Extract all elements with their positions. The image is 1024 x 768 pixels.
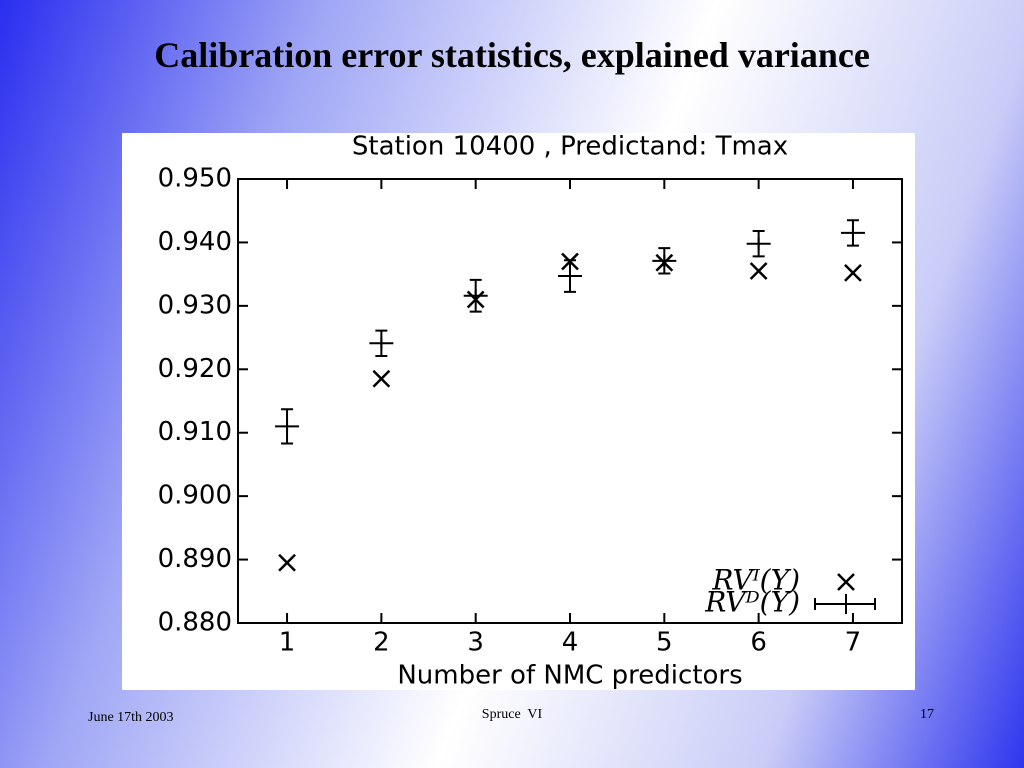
slide-title: Calibration error statistics, explained … (154, 35, 870, 75)
x-marker (749, 262, 768, 280)
plus-marker (558, 270, 582, 283)
y-tick-label: 0.900 (158, 481, 232, 511)
x-tick-label: 2 (373, 628, 390, 658)
plus-marker (463, 289, 488, 302)
x-marker (844, 263, 862, 282)
x-tick-label: 6 (750, 628, 767, 658)
y-tick-label: 0.880 (158, 608, 232, 638)
chart: Station 10400 , Predictand: Tmax Number … (122, 133, 915, 690)
y-tick-label: 0.920 (158, 354, 232, 384)
y-tick-label: 0.950 (158, 164, 232, 194)
x-tick-label: 7 (845, 628, 862, 658)
y-tick-label: 0.930 (158, 290, 232, 320)
x-marker (837, 573, 855, 591)
x-marker (278, 553, 296, 572)
plot-frame (237, 178, 903, 624)
chart-title: Station 10400 , Predictand: Tmax (352, 133, 788, 162)
plus-marker (652, 254, 677, 267)
x-tick-label: 3 (467, 628, 484, 658)
x-axis-label: Number of NMC predictors (397, 661, 742, 691)
plus-marker (369, 337, 394, 350)
x-marker (372, 369, 391, 388)
x-tick-label: 5 (656, 628, 673, 658)
footer-date: June 17th 2003 (88, 710, 174, 725)
y-tick-label: 0.940 (158, 227, 232, 257)
legend-label: RVᴰ(Y) (704, 586, 800, 619)
y-tick-label: 0.910 (158, 417, 232, 447)
y-tick-label: 0.890 (158, 544, 232, 574)
page-number: 17 (920, 707, 934, 722)
plus-marker (746, 237, 771, 250)
plus-marker (840, 226, 865, 239)
legend-label: RVᴵ(Y) (711, 564, 800, 597)
plus-marker (275, 420, 300, 433)
x-tick-label: 1 (279, 628, 296, 658)
plus-marker (826, 594, 866, 614)
x-tick-label: 4 (562, 628, 579, 658)
footer-center: Spruce VI (481, 707, 543, 722)
